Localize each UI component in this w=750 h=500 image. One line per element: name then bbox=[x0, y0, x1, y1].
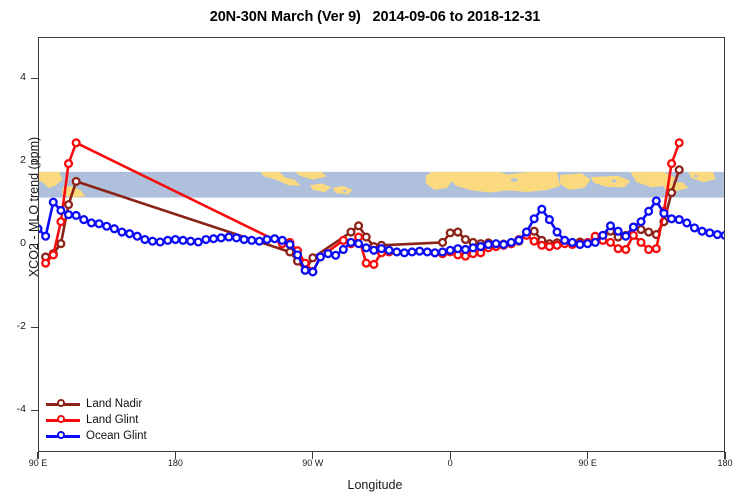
legend-swatch-icon bbox=[46, 413, 80, 427]
x-tick-mark bbox=[586, 452, 589, 459]
y-tick-label: 2 bbox=[20, 153, 26, 166]
x-axis-label: Longitude bbox=[347, 478, 403, 492]
legend-label: Ocean Glint bbox=[86, 430, 147, 442]
legend-label: Land Glint bbox=[86, 414, 139, 426]
plot-frame bbox=[38, 37, 725, 452]
x-tick-mark bbox=[174, 452, 177, 459]
y-tick-label: -4 bbox=[16, 402, 26, 415]
chart-title: 20N-30N March (Ver 9) 2014-09-06 to 2018… bbox=[209, 9, 541, 25]
plot-area bbox=[38, 37, 725, 452]
y-tick-label: 0 bbox=[20, 236, 26, 249]
y-tick-label: 4 bbox=[20, 70, 26, 83]
legend-item-ocean-glint[interactable]: Ocean Glint bbox=[46, 428, 147, 444]
legend-swatch-icon bbox=[46, 429, 80, 443]
x-tick-mark bbox=[37, 452, 39, 459]
y-tick-mark bbox=[31, 160, 38, 163]
y-tick-label: -2 bbox=[16, 319, 26, 332]
y-tick-mark bbox=[31, 77, 38, 80]
y-tick-mark bbox=[31, 326, 38, 329]
x-tick-label: 180 bbox=[167, 458, 183, 468]
legend-item-land-nadir[interactable]: Land Nadir bbox=[46, 396, 147, 412]
y-tick-mark bbox=[31, 409, 38, 412]
x-tick-mark bbox=[312, 452, 314, 459]
series-svg bbox=[38, 138, 725, 277]
y-tick-mark bbox=[31, 243, 38, 246]
x-tick-label: 90 E bbox=[28, 458, 48, 468]
y-axis-label: XCO2 - MLO trend (ppm) bbox=[27, 136, 41, 278]
world-map-band bbox=[38, 171, 725, 198]
x-tick-label: 90 E bbox=[578, 458, 597, 468]
x-tick-mark bbox=[724, 452, 726, 459]
x-tick-label: 0 bbox=[447, 458, 453, 468]
legend: Land Nadir Land Glint Ocean Glint bbox=[46, 396, 147, 444]
series-ocean-glint bbox=[38, 196, 725, 277]
legend-item-land-glint[interactable]: Land Glint bbox=[46, 412, 147, 428]
x-tick-mark bbox=[449, 452, 451, 459]
x-tick-label: 180 bbox=[717, 458, 733, 468]
legend-swatch-icon bbox=[46, 397, 80, 411]
legend-label: Land Nadir bbox=[86, 398, 143, 410]
x-tick-label: 90 W bbox=[302, 458, 324, 468]
